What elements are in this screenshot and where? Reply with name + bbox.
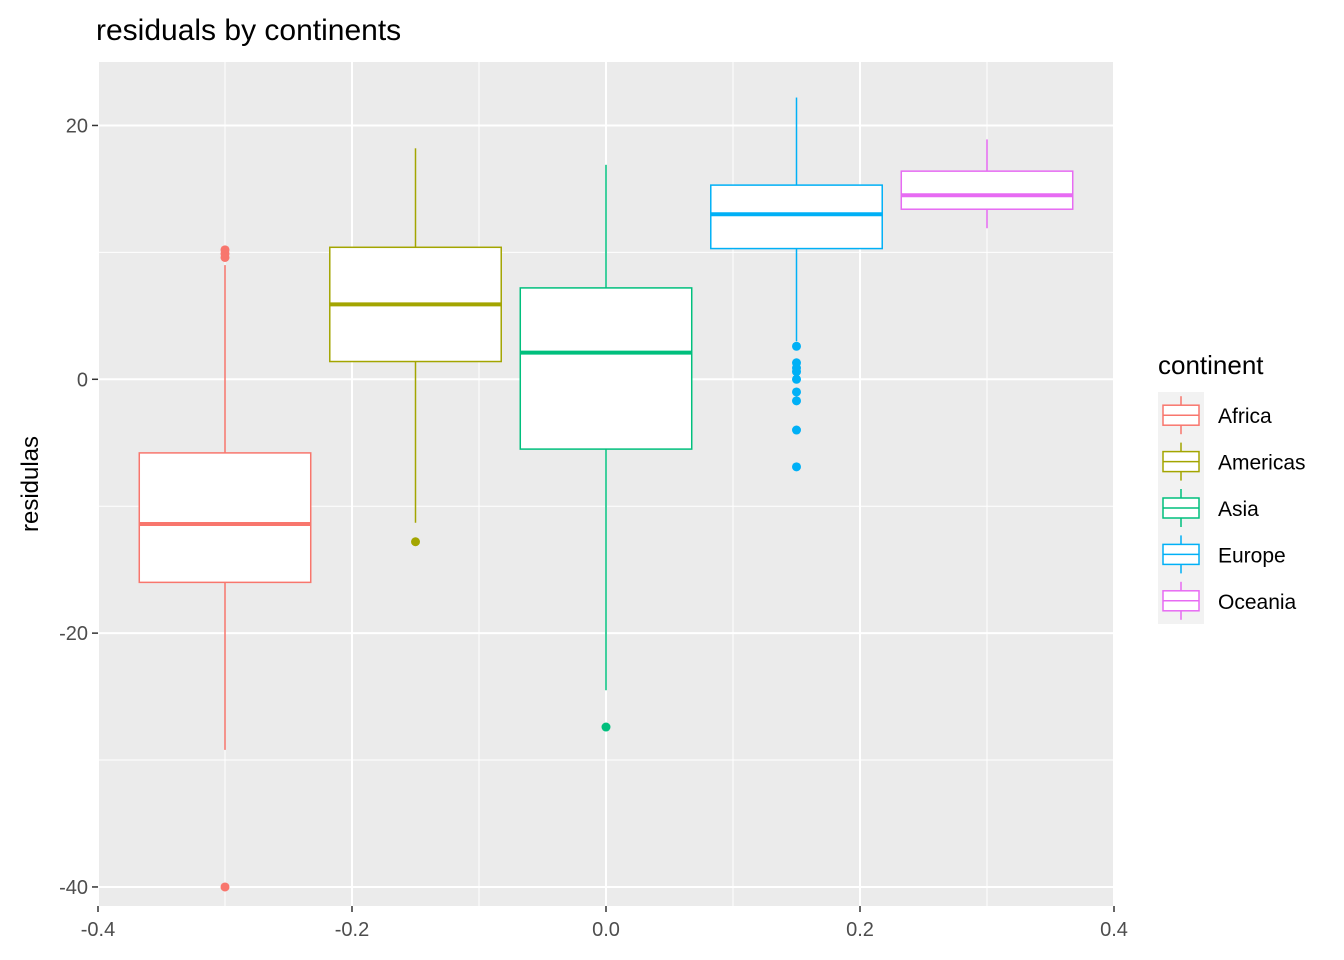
y-tick-label: 20	[66, 115, 88, 137]
outlier-point	[792, 341, 801, 351]
box-oceania	[900, 139, 1074, 229]
legend-label: Africa	[1218, 405, 1272, 428]
outlier-point	[792, 367, 801, 377]
y-axis: -40 -20 0 20	[59, 115, 98, 899]
outlier-point	[792, 425, 801, 435]
x-axis: -0.4 -0.2 0.0 0.2 0.4	[81, 906, 1128, 941]
legend: continent Africa Americas Asia Europe Oceani…	[1158, 350, 1306, 624]
x-tick-label: -0.4	[81, 919, 115, 941]
box-europe	[710, 97, 883, 472]
y-tick-label: -20	[59, 623, 88, 645]
y-tick-label: -40	[59, 877, 88, 899]
x-tick-label: -0.2	[335, 919, 369, 941]
legend-title: continent	[1158, 350, 1264, 380]
box-asia	[519, 164, 693, 732]
outlier-point	[411, 537, 420, 547]
box-body	[138, 452, 312, 584]
box-americas	[329, 148, 502, 547]
x-tick-label: 0.2	[846, 919, 874, 941]
y-tick-label: 0	[77, 369, 88, 391]
legend-label: Americas	[1218, 452, 1306, 475]
outlier-point	[601, 722, 611, 732]
box-layer	[138, 97, 1074, 892]
x-tick-label: 0.0	[592, 919, 620, 941]
x-tick-label: 0.4	[1100, 919, 1128, 941]
box-body	[519, 287, 693, 450]
outlier-point	[792, 462, 801, 472]
outlier-point	[220, 252, 230, 262]
outlier-point	[792, 396, 801, 406]
legend-label: Asia	[1218, 498, 1259, 521]
outlier-point	[220, 882, 230, 892]
outlier-point	[792, 374, 801, 384]
legend-item-americas: Americas	[1162, 442, 1306, 481]
legend-item-europe: Europe	[1162, 535, 1286, 574]
chart-title: residuals by continents	[96, 14, 401, 47]
legend-label: Oceania	[1218, 591, 1297, 614]
box-africa	[138, 245, 312, 892]
y-axis-title: residulas	[17, 436, 44, 532]
box-body	[900, 170, 1074, 210]
legend-item-africa: Africa	[1162, 396, 1272, 435]
legend-label: Europe	[1218, 544, 1286, 567]
outlier-point	[792, 387, 801, 397]
box-body	[710, 184, 883, 250]
legend-item-asia: Asia	[1162, 489, 1259, 527]
legend-item-oceania: Oceania	[1162, 581, 1297, 620]
